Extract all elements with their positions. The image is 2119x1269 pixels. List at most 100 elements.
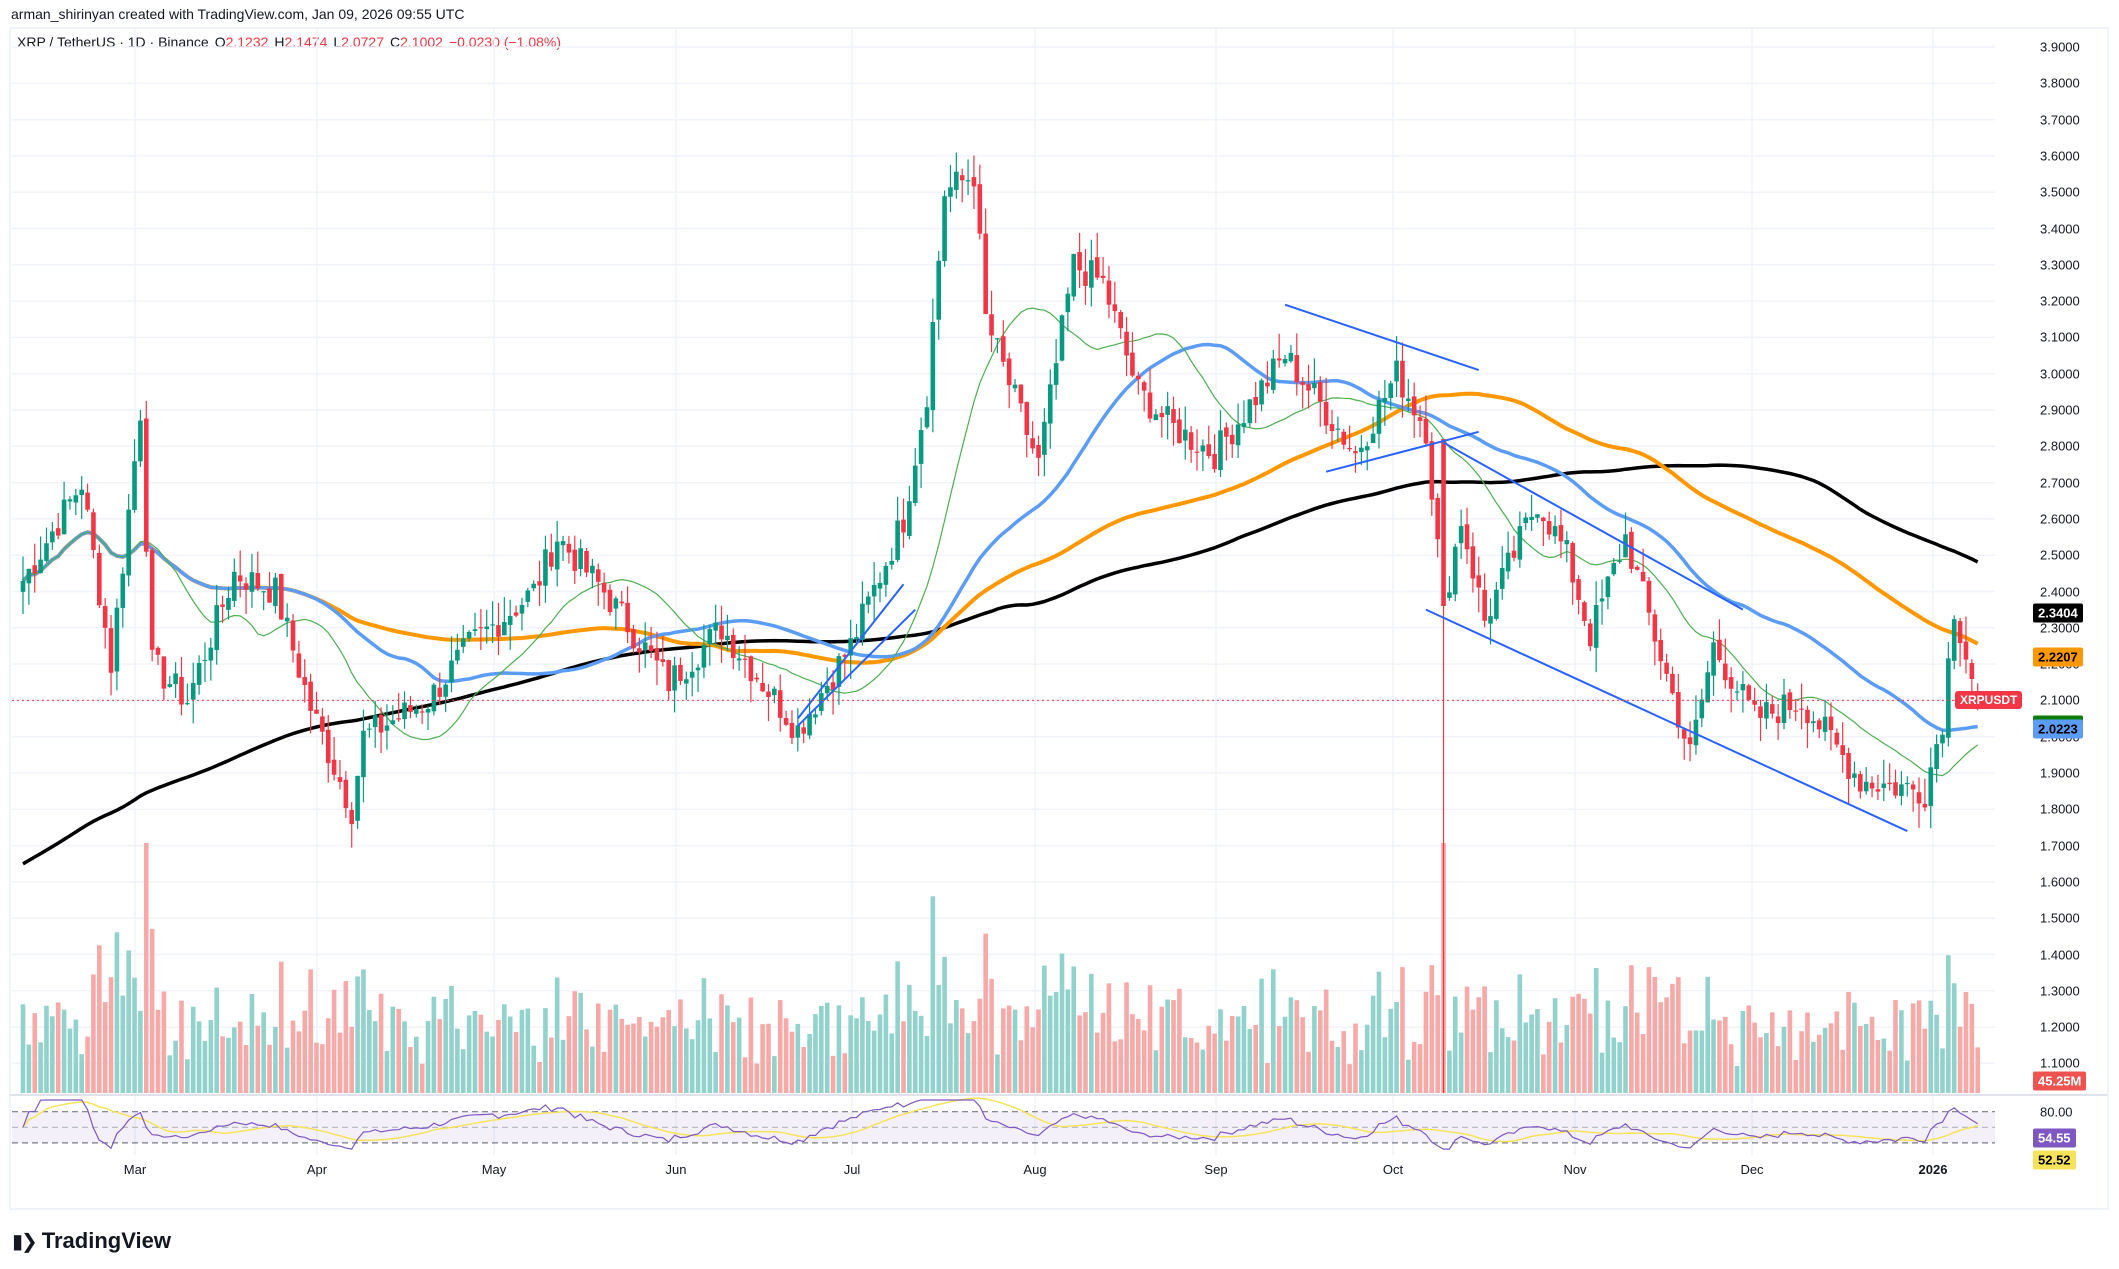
candle-body[interactable] xyxy=(1212,453,1217,470)
candle-body[interactable] xyxy=(865,596,871,605)
candle-body[interactable] xyxy=(1382,397,1388,403)
candle-body[interactable] xyxy=(325,729,331,764)
candle-body[interactable] xyxy=(1012,384,1018,389)
candle-body[interactable] xyxy=(1147,392,1153,419)
candle-body[interactable] xyxy=(337,777,343,782)
candle-body[interactable] xyxy=(1030,438,1035,449)
candle-body[interactable] xyxy=(132,461,137,510)
candle-body[interactable] xyxy=(1664,662,1669,674)
candle-body[interactable] xyxy=(854,637,859,640)
candle-body[interactable] xyxy=(1112,304,1118,312)
candle-body[interactable] xyxy=(1951,619,1957,661)
candle-body[interactable] xyxy=(1276,358,1282,361)
candle-body[interactable] xyxy=(1693,719,1699,746)
candle-body[interactable] xyxy=(789,722,795,738)
candle-body[interactable] xyxy=(930,322,936,411)
candle-body[interactable] xyxy=(983,233,988,314)
candle-body[interactable] xyxy=(1775,716,1781,723)
candle-body[interactable] xyxy=(1059,315,1065,361)
candle-body[interactable] xyxy=(1124,331,1129,356)
candle-body[interactable] xyxy=(1764,702,1769,719)
candle-body[interactable] xyxy=(1940,734,1945,744)
candle-body[interactable] xyxy=(543,549,548,586)
candle-body[interactable] xyxy=(1435,497,1440,540)
candle-body[interactable] xyxy=(1458,526,1464,544)
candle-body[interactable] xyxy=(554,541,560,570)
candle-body[interactable] xyxy=(73,495,79,503)
candle-body[interactable] xyxy=(1681,729,1687,739)
candle-body[interactable] xyxy=(1846,752,1851,779)
candle-body[interactable] xyxy=(1640,571,1646,582)
candle-body[interactable] xyxy=(466,632,472,639)
candle-body[interactable] xyxy=(196,663,202,685)
candle-body[interactable] xyxy=(842,654,848,657)
candle-body[interactable] xyxy=(1406,398,1411,402)
candle-body[interactable] xyxy=(378,714,384,733)
candle-body[interactable] xyxy=(1024,402,1030,435)
candle-body[interactable] xyxy=(1394,360,1399,382)
candle-body[interactable] xyxy=(1652,614,1658,642)
candle-body[interactable] xyxy=(1752,700,1757,705)
candle-body[interactable] xyxy=(284,617,290,622)
candle-body[interactable] xyxy=(1288,352,1294,362)
candle-body[interactable] xyxy=(1517,526,1523,560)
candle-body[interactable] xyxy=(1494,589,1499,619)
candle-body[interactable] xyxy=(290,620,296,651)
candle-body[interactable] xyxy=(1769,704,1775,714)
candle-body[interactable] xyxy=(889,560,895,565)
candle-body[interactable] xyxy=(1670,673,1675,694)
candle-body[interactable] xyxy=(496,625,501,637)
candle-body[interactable] xyxy=(1071,254,1077,297)
candle-body[interactable] xyxy=(607,589,613,612)
candle-body[interactable] xyxy=(736,658,742,661)
candle-body[interactable] xyxy=(1717,639,1722,661)
candle-body[interactable] xyxy=(372,715,378,728)
candle-body[interactable] xyxy=(1047,384,1053,424)
candle-body[interactable] xyxy=(1723,663,1728,681)
candle-body[interactable] xyxy=(478,627,484,629)
candle-body[interactable] xyxy=(255,572,261,589)
candle-body[interactable] xyxy=(777,690,783,718)
candle-body[interactable] xyxy=(1241,423,1247,428)
candle-body[interactable] xyxy=(1329,424,1335,432)
candle-body[interactable] xyxy=(566,543,572,553)
candle-body[interactable] xyxy=(1599,598,1605,602)
candle-body[interactable] xyxy=(390,720,396,725)
candle-body[interactable] xyxy=(807,714,812,736)
candle-body[interactable] xyxy=(942,196,947,262)
candle-body[interactable] xyxy=(666,660,671,692)
candle-body[interactable] xyxy=(402,702,407,720)
candle-body[interactable] xyxy=(161,656,167,689)
candle-body[interactable] xyxy=(1488,616,1493,624)
candle-body[interactable] xyxy=(1036,444,1041,458)
candle-body[interactable] xyxy=(631,629,636,649)
candle-body[interactable] xyxy=(1858,774,1863,792)
candle-body[interactable] xyxy=(273,577,278,607)
candle-body[interactable] xyxy=(836,656,842,687)
candle-body[interactable] xyxy=(314,709,319,714)
candle-body[interactable] xyxy=(713,622,718,631)
candle-body[interactable] xyxy=(1587,623,1593,647)
candle-body[interactable] xyxy=(1388,383,1394,399)
candle-body[interactable] xyxy=(860,603,865,641)
candle-body[interactable] xyxy=(578,548,583,569)
candle-body[interactable] xyxy=(730,634,736,659)
candle-body[interactable] xyxy=(1593,604,1599,648)
candle-body[interactable] xyxy=(308,681,313,711)
candle-body[interactable] xyxy=(1482,589,1487,621)
candle-body[interactable] xyxy=(355,775,360,821)
candle-body[interactable] xyxy=(1218,430,1223,471)
candle-body[interactable] xyxy=(549,552,554,567)
candle-body[interactable] xyxy=(901,519,906,533)
candle-body[interactable] xyxy=(1411,396,1417,416)
candle-body[interactable] xyxy=(1887,782,1892,785)
candle-body[interactable] xyxy=(1476,575,1482,588)
candle-body[interactable] xyxy=(1711,642,1716,676)
candle-body[interactable] xyxy=(1429,441,1435,500)
candle-body[interactable] xyxy=(719,625,724,640)
candle-body[interactable] xyxy=(1077,252,1082,271)
candle-body[interactable] xyxy=(1347,448,1352,450)
candle-body[interactable] xyxy=(1552,526,1558,537)
candle-body[interactable] xyxy=(1963,641,1969,660)
candle-body[interactable] xyxy=(1535,514,1540,518)
